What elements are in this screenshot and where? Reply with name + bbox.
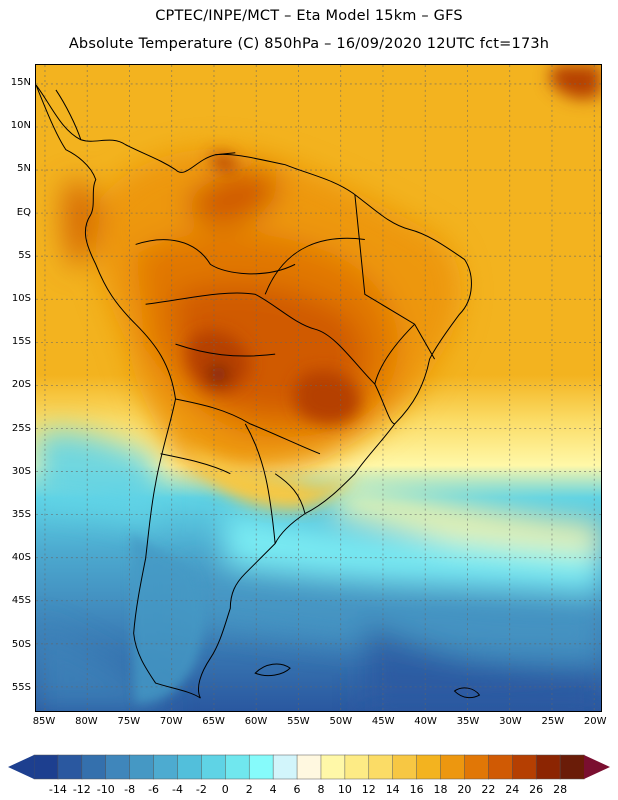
colorbar-cell xyxy=(248,754,274,780)
lon-label: 50W xyxy=(329,716,353,727)
colorbar-cell xyxy=(177,754,202,780)
chart-title: CPTEC/INPE/MCT – Eta Model 15km – GFS xyxy=(155,8,463,24)
colorbar-cell xyxy=(488,754,513,780)
lon-label: 70W xyxy=(159,716,183,727)
colorbar-cell xyxy=(440,754,465,780)
colorbar-cell xyxy=(344,754,370,780)
colorbar-cell xyxy=(320,754,346,780)
lat-label: 15N xyxy=(10,77,31,88)
lat-label: 25S xyxy=(11,422,31,434)
colorbar-label: 14 xyxy=(385,783,400,796)
colorbar-label: -10 xyxy=(96,783,115,796)
colorbar-cell xyxy=(81,754,107,780)
lat-label: 50S xyxy=(11,638,31,650)
lon-label: 60W xyxy=(244,716,268,727)
lon-label: 35W xyxy=(456,716,480,727)
colorbar-label: -2 xyxy=(195,783,207,796)
colorbar-label: 28 xyxy=(553,783,568,796)
colorbar-cell xyxy=(296,754,322,780)
colorbar-cell xyxy=(368,754,394,780)
lat-label: 10S xyxy=(11,293,31,304)
lon-label: 45W xyxy=(371,716,395,727)
colorbar-label: 20 xyxy=(457,783,472,796)
colorbar-cell xyxy=(559,754,585,780)
coastlines xyxy=(36,84,481,699)
cold-southern-cone xyxy=(130,533,205,704)
interior-hot-core xyxy=(186,65,601,425)
colorbar-cell xyxy=(392,754,418,780)
colorbar-cell xyxy=(416,754,442,780)
colorbar-label: 18 xyxy=(433,783,448,796)
colorbar-cell xyxy=(33,754,59,780)
lat-label: 40S xyxy=(11,552,31,564)
lat-label: 10N xyxy=(10,120,31,132)
colorbar-cell xyxy=(129,754,155,780)
colorbar-label: 22 xyxy=(481,783,496,796)
lat-label: 45S xyxy=(11,595,31,607)
colorbar-under-arrow xyxy=(8,755,34,779)
colorbar-label: 2 xyxy=(245,783,253,796)
lon-label: 75W xyxy=(117,716,141,727)
temperature-map[interactable] xyxy=(36,65,601,711)
colorbar-cell xyxy=(512,754,537,780)
lon-label: 85W xyxy=(32,716,56,727)
colorbar-label: 26 xyxy=(529,783,544,796)
lon-label: 55W xyxy=(287,716,310,727)
colorbar xyxy=(8,754,610,780)
colorbar-label: 8 xyxy=(317,783,325,796)
colorbar-label: 10 xyxy=(337,783,352,796)
colorbar-over-arrow xyxy=(584,755,610,779)
colorbar-cell xyxy=(464,754,489,780)
lon-label: 65W xyxy=(202,716,225,727)
lat-label: 55S xyxy=(11,681,31,693)
colorbar-label: -14 xyxy=(48,783,67,796)
lat-label: 5N xyxy=(17,163,31,175)
lon-label: 25W xyxy=(541,716,565,727)
colorbar-cell xyxy=(535,754,561,780)
colorbar-label: -4 xyxy=(171,783,183,796)
lat-label: 30S xyxy=(11,465,31,477)
colorbar-cell xyxy=(225,754,250,780)
lon-label: 20W xyxy=(583,716,607,727)
graticule xyxy=(36,65,601,711)
lat-label: EQ xyxy=(16,206,31,218)
colorbar-label: -8 xyxy=(124,783,136,796)
colorbar-cell xyxy=(105,754,131,780)
chart-subtitle: Absolute Temperature (C) 850hPa – 16/09/… xyxy=(68,36,550,52)
lon-label: 80W xyxy=(75,716,98,727)
colorbar-label: 6 xyxy=(293,783,301,796)
lon-label: 30W xyxy=(499,716,522,727)
map-frame[interactable] xyxy=(35,64,602,712)
colorbar-cell xyxy=(153,754,179,780)
colorbar-label: 0 xyxy=(221,783,229,796)
lat-label: 20S xyxy=(11,379,31,391)
colorbar-label: -6 xyxy=(148,783,160,796)
lon-label: 40W xyxy=(414,716,437,727)
colorbar-label: -12 xyxy=(72,783,91,796)
lat-label: 5S xyxy=(18,249,31,261)
colorbar-label: 4 xyxy=(269,783,277,796)
colorbar-label: 24 xyxy=(505,783,520,796)
colorbar-label: 12 xyxy=(361,783,376,796)
colorbar-label: 16 xyxy=(409,783,424,796)
colorbar-cell xyxy=(57,754,83,780)
colorbar-cell xyxy=(272,754,298,780)
lat-label: 35S xyxy=(11,509,31,520)
colorbar-cell xyxy=(201,754,226,780)
lat-label: 15S xyxy=(11,336,31,348)
warm-plume xyxy=(185,443,355,510)
